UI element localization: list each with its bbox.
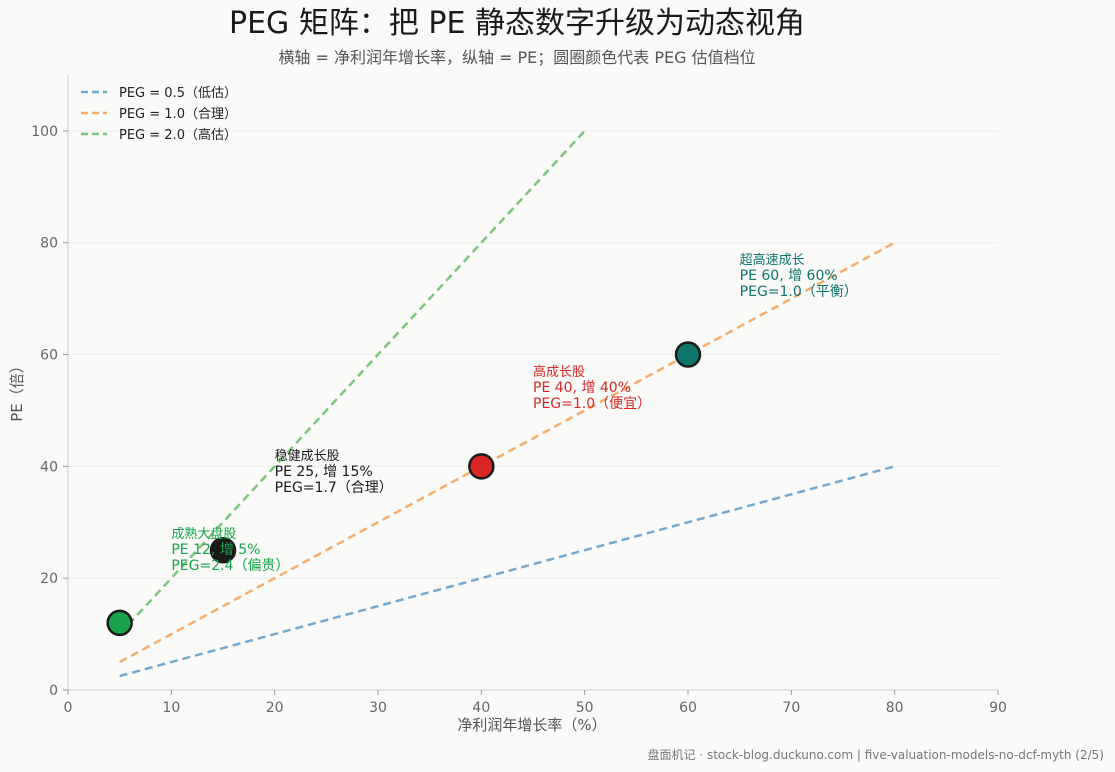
y-tick-label: 20 — [40, 571, 58, 587]
annotation-line: PE 25, 增 15% — [275, 464, 373, 480]
x-tick-label: 40 — [472, 700, 490, 716]
data-point-1 — [106, 609, 133, 637]
data-point-3 — [468, 453, 495, 480]
annotation-line: PEG=1.0（便宜） — [533, 396, 651, 412]
x-tick-label: 20 — [266, 700, 284, 716]
legend-entry: PEG = 0.5（低估） — [119, 86, 237, 101]
annotation-line: 超高速成长 — [740, 252, 805, 268]
axes: 0 10 20 30 40 50 60 70 80 90 0 20 40 60 80 100 — [31, 75, 1007, 716]
x-tick-label: 90 — [989, 700, 1007, 716]
gridlines — [68, 130, 998, 579]
y-tick-label: 60 — [40, 348, 58, 364]
x-tick-label: 70 — [782, 700, 800, 716]
annotation-line: PE 60, 增 60% — [740, 268, 838, 284]
annotation-line: 稳健成长股 — [275, 448, 340, 464]
annotation-line: 成熟大盘股 — [171, 526, 236, 542]
x-axis-label: 净利润年增长率（%） — [457, 716, 606, 734]
peg-line-1 — [119, 241, 896, 664]
chart-title: PEG 矩阵：把 PE 静态数字升级为动态视角 — [229, 6, 805, 41]
y-axis-label: PE（倍） — [8, 358, 26, 422]
legend: PEG = 0.5（低估） PEG = 1.0（合理） PEG = 2.0（高估） — [81, 86, 237, 143]
point-annotation-3: 高成长股 PE 40, 增 40% PEG=1.0（便宜） — [533, 364, 651, 412]
data-point-4 — [674, 341, 702, 368]
point-annotation-1: 成熟大盘股 PE 12, 增 5% PEG=2.4（偏贵） — [171, 526, 289, 574]
footer-credit: 盘面机记 · stock-blog.duckuno.com | five-val… — [648, 747, 1104, 762]
x-tick-label: 50 — [576, 700, 594, 716]
data-points — [106, 341, 702, 637]
y-tick-label: 0 — [49, 683, 58, 699]
peg-reference-lines — [118, 130, 896, 678]
data-point-2 — [209, 536, 237, 564]
annotation-line: 高成长股 — [533, 364, 585, 380]
y-tick-label: 80 — [40, 236, 58, 252]
point-annotation-4: 超高速成长 PE 60, 增 60% PEG=1.0（平衡） — [740, 252, 858, 300]
annotation-line: PEG=2.4（偏贵） — [171, 558, 289, 574]
y-tick-label: 100 — [31, 124, 58, 140]
point-annotations: 成熟大盘股 PE 12, 增 5% PEG=2.4（偏贵） 稳健成长股 PE 25, 增… — [171, 252, 857, 574]
x-tick-label: 60 — [679, 700, 697, 716]
point-annotation-2: 稳健成长股 PE 25, 增 15% PEG=1.7（合理） — [275, 448, 393, 496]
legend-entry: PEG = 1.0（合理） — [119, 107, 237, 122]
x-tick-label: 30 — [369, 700, 387, 716]
peg-line-2 — [118, 130, 586, 635]
annotation-line: PEG=1.7（合理） — [275, 480, 393, 496]
x-tick-label: 80 — [886, 700, 904, 716]
x-tick-label: 0 — [64, 700, 73, 716]
peg-line-0.5 — [119, 465, 895, 678]
annotation-line: PE 12, 增 5% — [171, 542, 260, 558]
annotation-line: PE 40, 增 40% — [533, 380, 631, 396]
chart-subtitle: 横轴 = 净利润年增长率，纵轴 = PE；圆圈颜色代表 PEG 估值档位 — [278, 48, 755, 67]
x-tick-label: 10 — [162, 700, 180, 716]
annotation-line: PEG=1.0（平衡） — [740, 284, 858, 300]
y-tick-label: 40 — [40, 459, 58, 475]
legend-entry: PEG = 2.0（高估） — [119, 127, 237, 143]
